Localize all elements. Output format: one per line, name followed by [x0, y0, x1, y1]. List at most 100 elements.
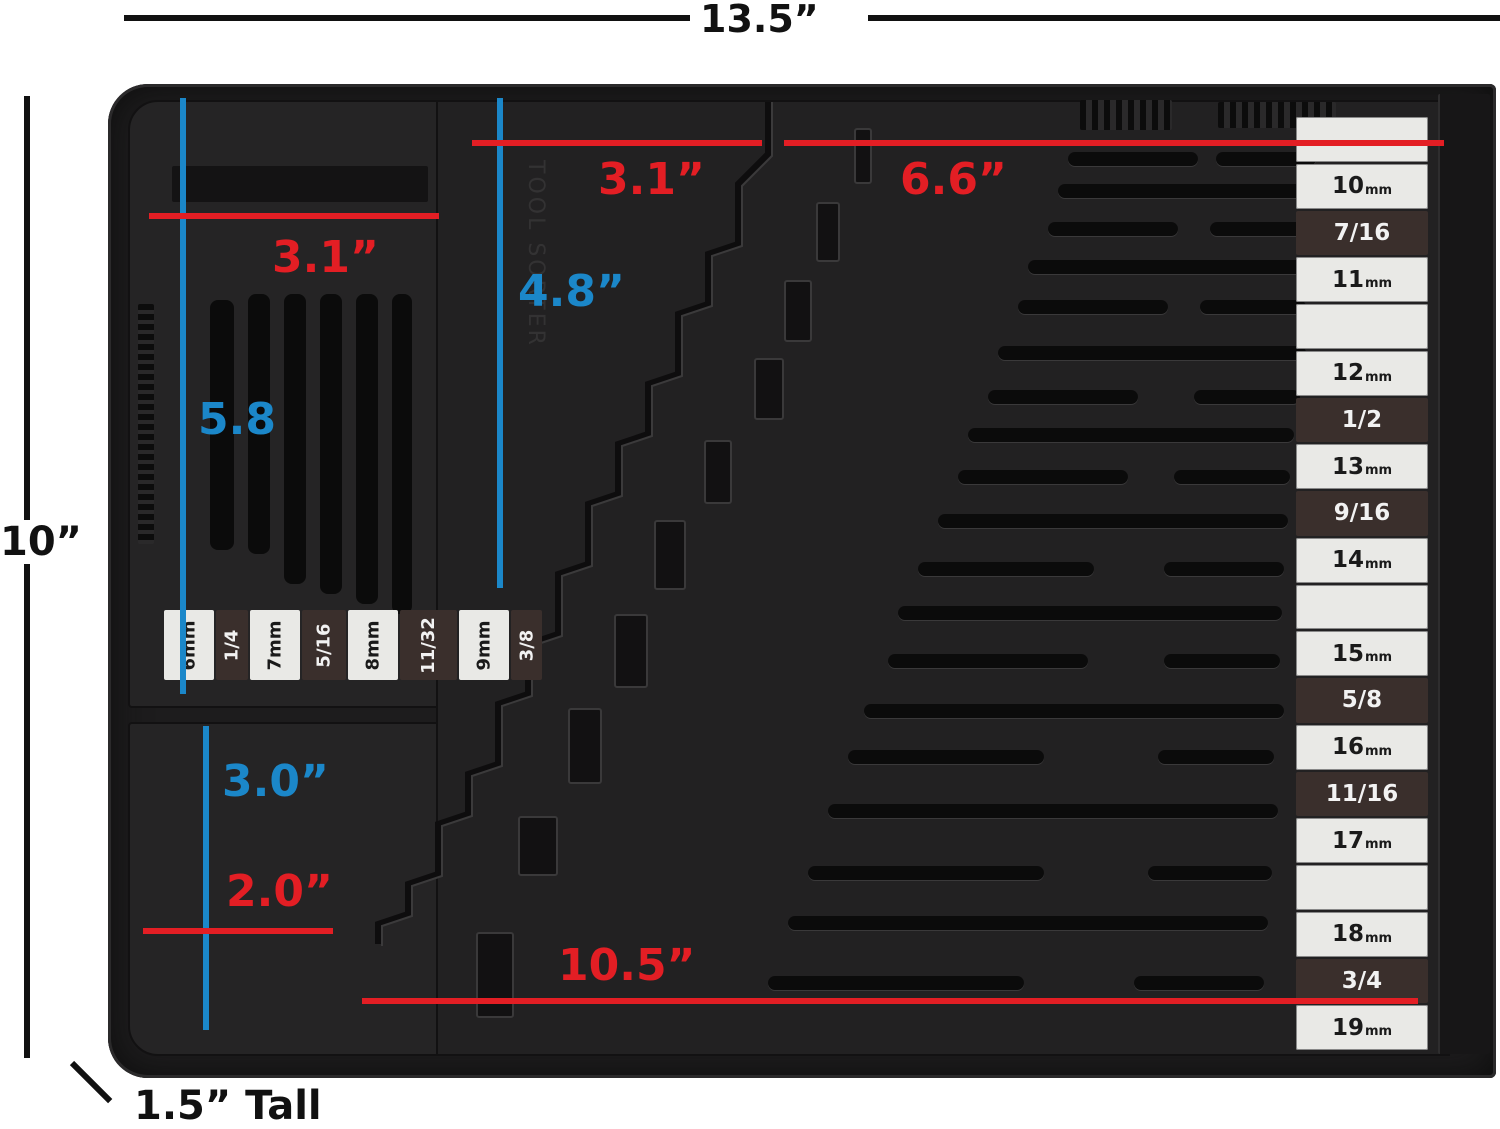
wrench-size-unit: mm [1364, 930, 1393, 946]
wrench-size-label: 5/8 [1296, 678, 1428, 723]
wrench-size-label: 7/16 [1296, 210, 1428, 256]
wrench-end-block [518, 816, 558, 876]
wrench-size-value: 1/2 [1341, 406, 1383, 433]
wrench-size-value: 7/16 [1333, 219, 1391, 246]
wrench-end-block [854, 128, 872, 184]
wrench-slot [958, 470, 1128, 484]
wrench-size-unit: mm [1364, 743, 1393, 759]
small-size-value: 7mm [264, 619, 286, 671]
wrench-slot [988, 390, 1138, 404]
small-size-label: 5/16 [301, 610, 346, 680]
overall-width-line-right [868, 15, 1500, 21]
wrench-size-label: 1/2 [1296, 397, 1428, 443]
top-left-width-label: 3.1” [272, 232, 379, 283]
wrench-size-labels: 10 mm 7/16 11 mm 12 mm 1/2 13 mm 9/16 14 mm 15 mm 5/8 16… [1296, 116, 1428, 1051]
wrench-slot [848, 750, 1044, 764]
small-size-label: 6mm [164, 610, 215, 680]
small-size-label: 7mm [249, 610, 300, 680]
wrench-size-unit: mm [1364, 182, 1393, 198]
overall-height-line [24, 96, 30, 1058]
wrench-size-value: 13 [1331, 453, 1364, 480]
overall-width-line-left [124, 15, 690, 21]
top-right-width-label: 6.6” [900, 154, 1007, 205]
wrench-end-block [568, 708, 602, 784]
wrench-size-label: 18 mm [1296, 911, 1428, 957]
wrench-size-value: 17 [1331, 827, 1364, 854]
brand-text: TOOL SORTER [523, 160, 548, 348]
wrench-slot [1200, 300, 1306, 314]
wrench-size-label [1296, 304, 1428, 349]
depth-line [69, 1060, 113, 1104]
wrench-size-label: 11 mm [1296, 257, 1428, 302]
small-size-value: 3/8 [515, 629, 537, 661]
wrench-slot [938, 514, 1288, 528]
wrench-slot [1164, 654, 1280, 668]
wrench-size-label: 19 mm [1296, 1005, 1428, 1050]
left-height-line [180, 98, 186, 694]
top-right-width-line [784, 140, 1444, 146]
wrench-size-label: 13 mm [1296, 444, 1428, 489]
wrench-slot [808, 866, 1044, 880]
top-ribs-left [1080, 100, 1172, 130]
wrench-size-value: 18 [1331, 921, 1364, 948]
wrench-size-label: 11/16 [1296, 771, 1428, 817]
small-slot [248, 294, 270, 554]
wrench-size-value: 5/8 [1341, 687, 1383, 714]
wrench-slot [998, 346, 1306, 360]
small-slot [210, 300, 234, 550]
top-left-ledge [172, 166, 428, 202]
bottom-left-width-label: 2.0” [226, 866, 333, 917]
grip-ribs [138, 304, 154, 544]
wrench-end-block [816, 202, 840, 262]
wrench-slot [1058, 184, 1338, 198]
wrench-size-unit: mm [1364, 1024, 1393, 1040]
bottom-left-height-line [203, 726, 209, 1030]
small-size-label: 8mm [347, 610, 398, 680]
wrench-slot [1018, 300, 1168, 314]
wrench-size-label: 10 mm [1296, 163, 1428, 209]
wrench-slot [828, 804, 1278, 818]
wrench-size-label [1296, 117, 1428, 162]
wrench-slot [788, 916, 1268, 930]
wrench-slot [864, 704, 1284, 718]
left-height-label: 5.8 [198, 394, 276, 445]
right-rail [1438, 94, 1490, 1054]
wrench-end-block [754, 358, 784, 420]
bottom-left-width-line [143, 928, 333, 934]
small-slot [356, 294, 378, 604]
wrench-end-block [614, 614, 648, 688]
small-size-label: 9mm [458, 610, 509, 680]
small-slot [320, 294, 342, 594]
tool-tray [108, 84, 1496, 1078]
bottom-width-label: 10.5” [558, 940, 696, 991]
wrench-size-value: 15 [1331, 640, 1364, 667]
main-wrench-area [436, 100, 1450, 1056]
small-size-value: 1/4 [221, 629, 243, 661]
wrench-size-unit: mm [1364, 463, 1393, 479]
wrench-size-unit: mm [1364, 650, 1393, 666]
small-size-label: 3/8 [510, 610, 543, 680]
wrench-slot [768, 976, 1024, 990]
wrench-slot [1134, 976, 1264, 990]
wrench-size-value: 9/16 [1333, 500, 1391, 527]
wrench-size-label: 16 mm [1296, 724, 1428, 770]
stepped-divider [375, 102, 773, 946]
small-size-value: 11/32 [417, 616, 439, 674]
wrench-slot [1164, 562, 1284, 576]
middle-height-label: 4.8” [518, 266, 625, 317]
small-size-value: 5/16 [313, 622, 335, 668]
small-size-label: 11/32 [399, 610, 457, 680]
wrench-slot [1158, 750, 1274, 764]
wrench-size-value: 11/16 [1325, 780, 1399, 807]
overall-width-label: 13.5” [700, 0, 819, 41]
wrench-size-unit: mm [1364, 556, 1393, 572]
wrench-end-block [704, 440, 732, 504]
wrench-size-label: 9/16 [1296, 491, 1428, 536]
wrench-slot [1210, 222, 1310, 236]
depth-label: 1.5” Tall [134, 1083, 322, 1129]
small-slot [284, 294, 306, 584]
wrench-size-label: 12 mm [1296, 350, 1428, 396]
wrench-size-unit: mm [1364, 369, 1393, 385]
wrench-slot [1194, 390, 1300, 404]
small-size-labels: 6mm 1/4 7mm 5/16 8mm 11/32 9mm 3/8 [163, 610, 543, 680]
